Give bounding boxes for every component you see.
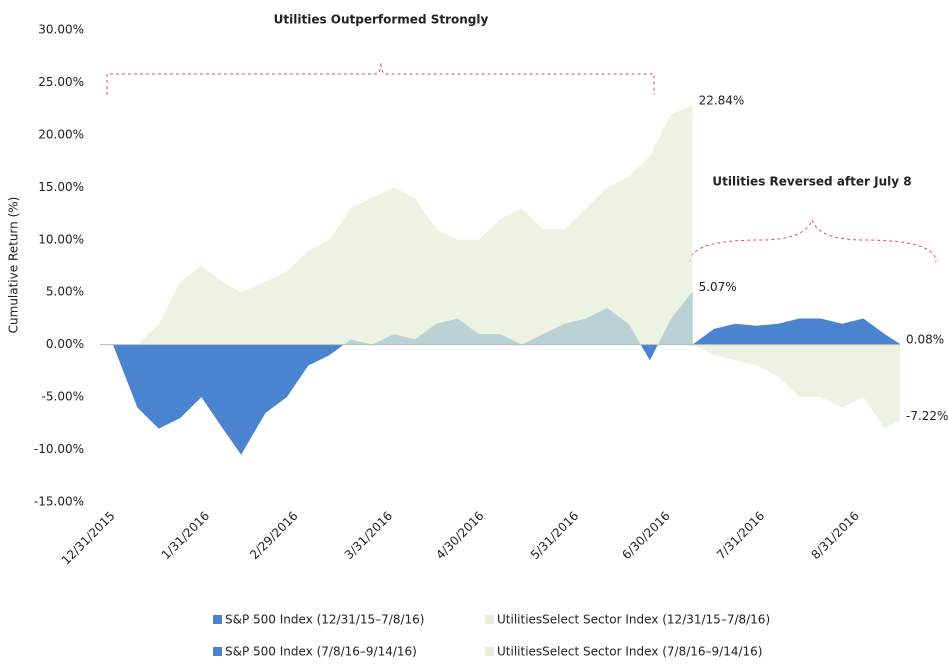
x-tick-label: 7/31/2016 bbox=[714, 509, 767, 562]
area bbox=[113, 105, 693, 345]
legend-swatch bbox=[213, 615, 222, 624]
x-tick-label: 2/29/2016 bbox=[247, 509, 300, 562]
area bbox=[692, 318, 900, 345]
legend-swatch bbox=[213, 647, 222, 656]
y-tick-label: 25.00% bbox=[38, 75, 84, 89]
bracket bbox=[689, 218, 937, 263]
data-label: 22.84% bbox=[699, 94, 745, 108]
y-tick-label: -15.00% bbox=[34, 495, 84, 509]
data-label: 5.07% bbox=[699, 280, 737, 294]
data-label: -7.22% bbox=[906, 409, 948, 423]
x-tick-label: 4/30/2016 bbox=[433, 509, 486, 562]
bracket bbox=[106, 61, 655, 95]
x-tick-label: 3/31/2016 bbox=[342, 509, 395, 562]
y-tick-label: 10.00% bbox=[38, 232, 84, 246]
y-tick-label: -10.00% bbox=[34, 442, 84, 456]
y-tick-label: 5.00% bbox=[46, 285, 84, 299]
x-tick-label: 6/30/2016 bbox=[619, 509, 672, 562]
legend-label: S&P 500 Index (12/31/15–7/8/16) bbox=[225, 613, 424, 627]
y-tick-label: 0.00% bbox=[46, 337, 84, 351]
legend-swatch bbox=[485, 647, 494, 656]
annotation: Utilities Reversed after July 8 bbox=[712, 175, 911, 189]
x-tick-label: 8/31/2016 bbox=[808, 509, 861, 562]
y-tick-label: 15.00% bbox=[38, 180, 84, 194]
data-label: 0.08% bbox=[906, 332, 944, 346]
legend-label: S&P 500 Index (7/8/16–9/14/16) bbox=[225, 645, 417, 659]
x-tick-label: 1/31/2016 bbox=[159, 509, 212, 562]
x-tick-label: 12/31/2015 bbox=[59, 509, 118, 568]
legend-label: UtilitiesSelect Sector Index (7/8/16–9/1… bbox=[497, 645, 763, 659]
legend-label: UtilitiesSelect Sector Index (12/31/15–7… bbox=[497, 613, 770, 627]
y-tick-label: -5.00% bbox=[42, 390, 84, 404]
legend-swatch bbox=[485, 615, 494, 624]
annotation: Utilities Outperformed Strongly bbox=[274, 13, 489, 27]
y-tick-label: 30.00% bbox=[38, 23, 84, 37]
y-tick-label: 20.00% bbox=[38, 127, 84, 141]
x-tick-label: 5/31/2016 bbox=[528, 509, 581, 562]
area bbox=[692, 344, 900, 429]
y-axis-label: Cumulative Return (%) bbox=[7, 197, 21, 334]
